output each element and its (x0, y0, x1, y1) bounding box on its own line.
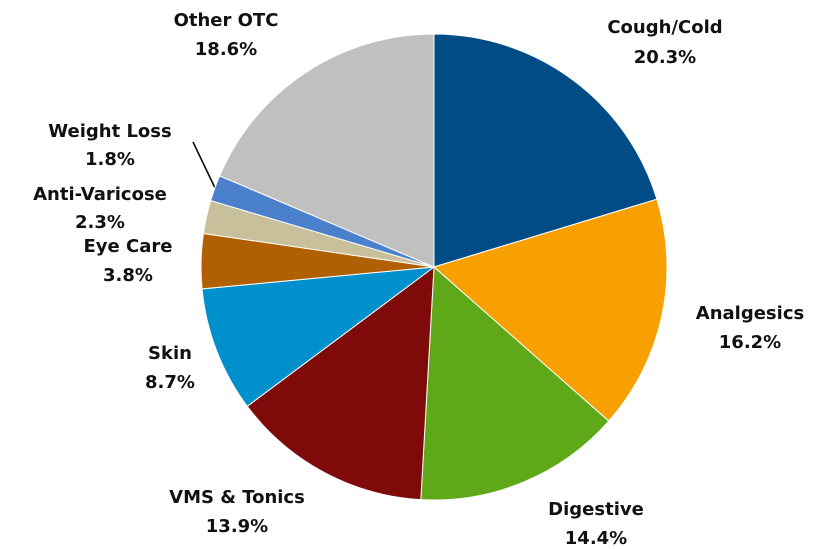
slice-label: VMS & Tonics (169, 487, 305, 508)
leader-line (192, 141, 217, 191)
slice-value-label: 8.7% (145, 372, 195, 393)
pie-slice (420, 265, 610, 501)
slice-label: Digestive (548, 499, 644, 520)
pie-slice (433, 33, 658, 268)
slice-label: Analgesics (696, 303, 804, 324)
slice-value-label: 2.3% (75, 212, 125, 233)
slice-value-label: 14.4% (565, 528, 627, 549)
slice-label: Weight Loss (48, 121, 171, 142)
slice-label: Cough/Cold (607, 17, 722, 38)
slice-label: Eye Care (84, 236, 173, 257)
slice-value-label: 16.2% (719, 332, 781, 353)
slice-label: Skin (148, 343, 192, 364)
slice-value-label: 20.3% (634, 47, 696, 68)
pie-slice (201, 266, 436, 408)
slice-value-label: 3.8% (103, 265, 153, 286)
slice-value-label: 18.6% (195, 39, 257, 60)
pie-slice (218, 33, 435, 268)
slice-label: Anti-Varicose (33, 184, 167, 205)
slice-value-label: 13.9% (206, 516, 268, 537)
slice-value-label: 1.8% (85, 149, 135, 170)
pie-slice (246, 265, 435, 501)
pie-slice (432, 198, 668, 422)
slice-label: Other OTC (174, 10, 279, 31)
